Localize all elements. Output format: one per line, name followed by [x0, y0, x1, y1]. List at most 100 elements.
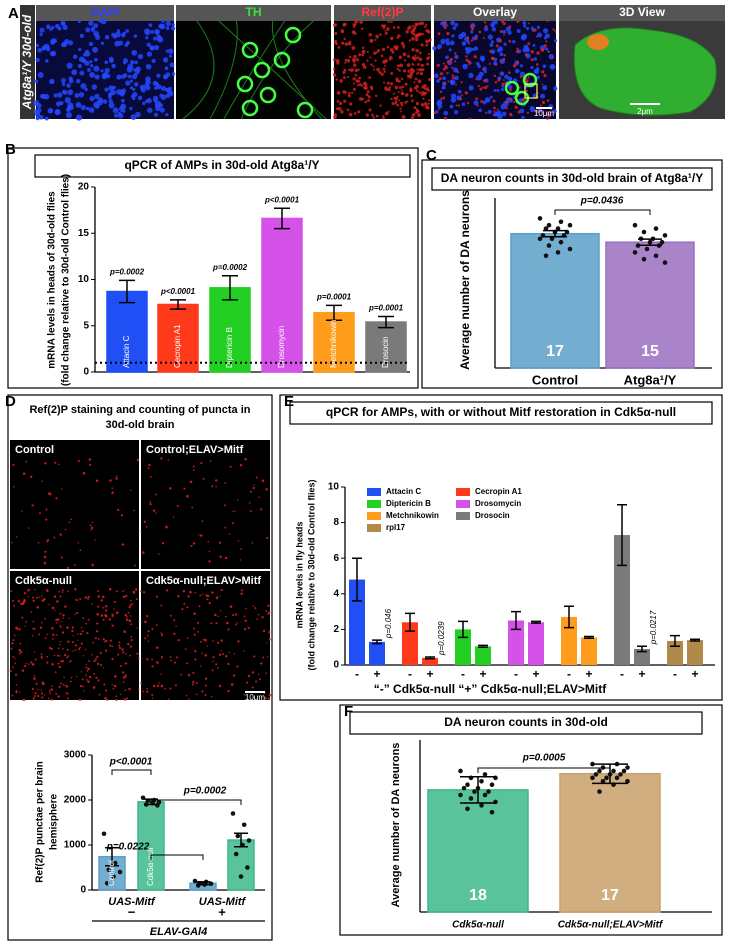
legend-swatch [456, 500, 470, 508]
nucleus-dot [150, 30, 154, 34]
puncta-dot [59, 533, 62, 536]
puncta-dot [234, 613, 238, 616]
puncta-dot [24, 599, 26, 602]
y-tick-label: 10 [78, 274, 90, 285]
chart-footer: “-” Cdk5α-null “+” Cdk5α-null;ELAV>Mitf [374, 682, 608, 696]
p-value: p=0.0005 [522, 753, 566, 764]
puncta-dot [206, 598, 209, 601]
nucleus-dot [149, 45, 155, 51]
nucleus-dot [164, 66, 169, 71]
puncta-dot [66, 590, 69, 593]
puncta-dot [349, 40, 352, 43]
puncta-dot [398, 99, 401, 102]
category-label: + [585, 667, 592, 681]
puncta-dot [415, 49, 419, 53]
puncta-dot [420, 21, 425, 25]
puncta-dot [362, 46, 365, 50]
puncta-dot [454, 52, 457, 55]
error-bar [105, 846, 119, 867]
puncta-dot [104, 604, 108, 608]
nucleus-dot [79, 33, 84, 38]
puncta-dot [454, 55, 458, 58]
bar [528, 622, 544, 665]
nucleus-dot [436, 79, 440, 83]
puncta-dot [366, 59, 369, 62]
puncta-dot [87, 595, 90, 599]
puncta-dot [361, 84, 364, 87]
panel-title: Ref(2)P staining and counting of puncta … [29, 404, 250, 416]
category-label: Cdk5α-null [452, 920, 504, 931]
puncta-dot [398, 69, 401, 72]
puncta-dot [401, 77, 404, 80]
puncta-dot [190, 544, 193, 547]
puncta-dot [115, 477, 118, 480]
nucleus-dot [170, 26, 176, 31]
category-label: Cdk5α-null;ELAV>Mitf [558, 920, 664, 931]
puncta-dot [530, 50, 534, 54]
nucleus-dot [489, 43, 494, 47]
puncta-dot [366, 50, 369, 53]
y-tick-label: 0 [80, 885, 86, 896]
puncta-dot [200, 534, 203, 537]
puncta-dot [502, 22, 506, 26]
puncta-dot [134, 564, 136, 567]
puncta-dot [217, 615, 219, 617]
puncta-dot [421, 32, 424, 36]
puncta-dot [25, 460, 28, 463]
puncta-dot [367, 99, 370, 102]
puncta-dot [379, 33, 382, 36]
y-tick-label: 20 [78, 182, 90, 193]
puncta-dot [71, 626, 74, 629]
puncta-dot [112, 687, 115, 690]
puncta-dot [394, 100, 398, 104]
puncta-dot [402, 69, 407, 73]
puncta-dot [173, 632, 176, 636]
puncta-dot [146, 687, 149, 690]
puncta-dot [160, 604, 163, 607]
puncta-dot [30, 661, 33, 664]
puncta-dot [79, 598, 82, 600]
puncta-dot [16, 628, 19, 631]
puncta-dot [260, 508, 263, 511]
puncta-dot [224, 526, 227, 529]
nucleus-dot [142, 101, 146, 106]
nucleus-dot [61, 89, 66, 94]
puncta-dot [535, 63, 539, 66]
puncta-dot [19, 642, 22, 645]
data-point [618, 772, 623, 777]
puncta-dot [460, 94, 463, 97]
puncta-dot [130, 489, 132, 492]
puncta-dot [14, 662, 16, 665]
nucleus-dot [491, 24, 495, 28]
nucleus-dot [458, 33, 464, 40]
puncta-dot [363, 65, 367, 69]
puncta-dot [12, 599, 15, 602]
nucleus-dot [153, 36, 158, 41]
puncta-dot [382, 26, 386, 30]
neurite [182, 20, 215, 120]
puncta-dot [425, 105, 429, 110]
puncta-dot [351, 30, 356, 35]
puncta-dot [468, 63, 471, 66]
neurite [209, 20, 238, 120]
puncta-dot [414, 34, 419, 38]
puncta-dot [465, 55, 468, 58]
th-neuron [273, 51, 291, 69]
puncta-dot [454, 60, 457, 63]
nucleus-dot [91, 84, 98, 90]
puncta-dot [115, 590, 118, 593]
puncta-dot [40, 689, 43, 691]
nucleus-dot [491, 27, 497, 32]
nucleus-dot [132, 91, 138, 98]
puncta-dot [468, 42, 471, 45]
puncta-dot [219, 610, 222, 612]
puncta-dot [62, 614, 65, 617]
nucleus-dot [104, 35, 110, 40]
puncta-dot [455, 83, 457, 86]
nucleus-dot [433, 73, 439, 79]
puncta-dot [86, 669, 89, 672]
puncta-dot [138, 688, 140, 690]
puncta-dot [414, 54, 417, 57]
data-point [641, 256, 647, 262]
nucleus-dot [89, 96, 95, 102]
